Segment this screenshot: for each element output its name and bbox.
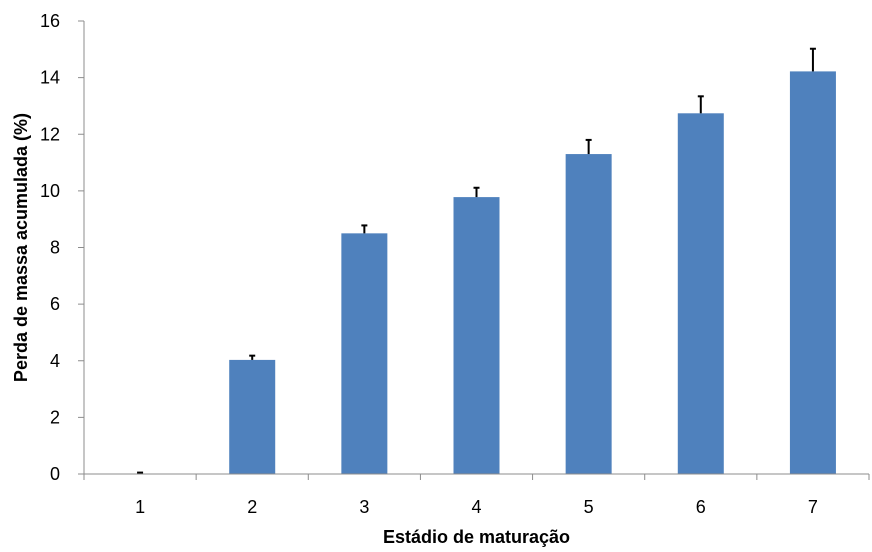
y-tick-label: 14 — [40, 68, 60, 88]
x-axis-ticks: 1 2 3 4 5 6 7 — [83, 474, 870, 517]
bar-5 — [565, 154, 612, 474]
y-tick-label: 0 — [50, 464, 60, 484]
y-tick-label: 10 — [40, 181, 60, 201]
x-tick-label: 6 — [696, 497, 706, 517]
x-tick-label: 4 — [471, 497, 481, 517]
bar-7 — [789, 71, 836, 475]
y-tick-label: 12 — [40, 124, 60, 144]
y-axis-ticks: 0 2 4 6 8 10 12 14 16 — [40, 11, 84, 484]
x-tick-label: 7 — [808, 497, 818, 517]
x-tick-label: 5 — [584, 497, 594, 517]
y-tick-label: 16 — [40, 11, 60, 31]
y-tick-label: 2 — [50, 407, 60, 427]
bar-3 — [341, 233, 388, 474]
bar-2 — [229, 359, 276, 474]
x-axis-title: Estádio de maturação — [383, 527, 570, 547]
bar-6 — [677, 113, 724, 474]
y-tick-label: 6 — [50, 294, 60, 314]
y-tick-label: 8 — [50, 238, 60, 258]
bars — [229, 71, 836, 475]
y-tick-label: 4 — [50, 351, 60, 371]
x-tick-label: 2 — [247, 497, 257, 517]
error-bars — [137, 47, 816, 474]
bar-4 — [453, 197, 500, 474]
y-axis-title: Perda de massa acumulada (%) — [11, 113, 31, 382]
x-tick-label: 3 — [359, 497, 369, 517]
x-tick-label: 1 — [135, 497, 145, 517]
